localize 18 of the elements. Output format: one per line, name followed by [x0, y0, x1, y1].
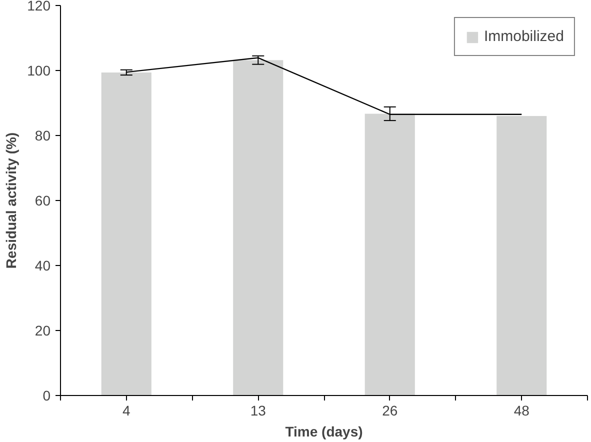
- y-axis-title: Residual activity (%): [3, 132, 20, 269]
- bar: [233, 60, 284, 396]
- y-tick-label: 40: [34, 258, 51, 274]
- x-tick-label: 13: [250, 402, 266, 418]
- y-tick-label: 100: [27, 62, 51, 78]
- legend-label: Immobilized: [484, 28, 564, 45]
- bar: [496, 116, 547, 396]
- y-tick-label: 120: [27, 0, 51, 14]
- y-tick-label: 0: [42, 388, 51, 404]
- y-tick-label: 20: [34, 322, 51, 338]
- x-tick-label: 48: [514, 402, 530, 418]
- bar: [101, 72, 152, 396]
- bar: [364, 114, 415, 396]
- x-tick-label: 4: [122, 402, 130, 418]
- y-tick-label: 60: [34, 192, 51, 208]
- x-axis-title: Time (days): [285, 424, 363, 440]
- y-tick-label: 80: [34, 128, 51, 144]
- x-tick-label: 26: [382, 402, 398, 418]
